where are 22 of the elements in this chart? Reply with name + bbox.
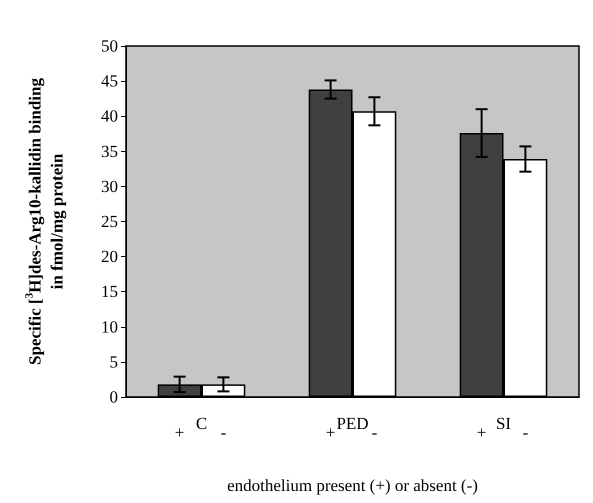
- x-tick-label: SI: [496, 414, 512, 433]
- series-label: -: [220, 423, 227, 442]
- y-tick-label: 20: [101, 247, 118, 266]
- text: +: [326, 423, 336, 442]
- text: +: [476, 423, 486, 442]
- series-label: +: [174, 423, 184, 442]
- x-tick-label: PED: [336, 414, 369, 433]
- y-tick-label: 0: [110, 388, 118, 406]
- y-tick-label: 5: [110, 352, 118, 372]
- y-tick-label: 50: [101, 36, 118, 56]
- y-tick-label: 40: [101, 106, 118, 126]
- y-tick-label: 30: [101, 176, 118, 196]
- text: -: [522, 423, 528, 442]
- y-tick-label: 35: [101, 142, 118, 161]
- x-axis-title: endothelium present (+) or absent (-): [227, 476, 478, 495]
- text: -: [372, 423, 378, 442]
- x-tick-label: C: [196, 414, 208, 433]
- y-tick-label: 25: [101, 212, 118, 231]
- y-tick-label: 45: [101, 72, 118, 91]
- y-tick-label: 10: [101, 317, 118, 336]
- y-tick-label: 15: [101, 282, 118, 302]
- y-axis-title: Specific [3H]des-Arg10-kallidin binding in fmol/mg protein: [24, 78, 66, 365]
